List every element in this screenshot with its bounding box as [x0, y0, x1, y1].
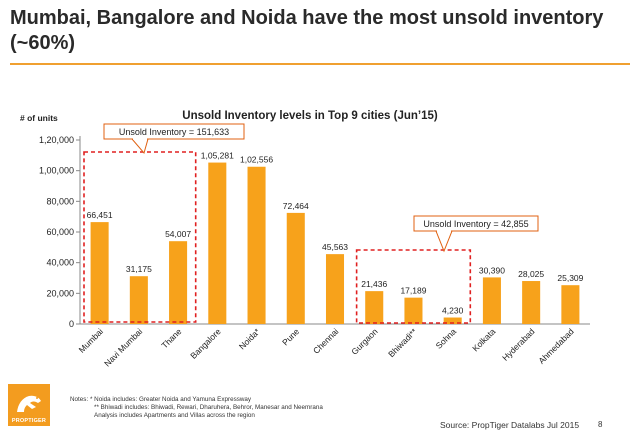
bars-group: 66,451 Mumbai 31,175 Navi Mumbai 54,007 Thane…	[77, 151, 584, 369]
x-tick-label: Navi Mumbai	[102, 326, 144, 368]
y-tick-label: 80,000	[46, 196, 74, 206]
x-tick-label: Sohna	[434, 326, 459, 351]
bar	[522, 281, 541, 324]
annotations-group: Unsold Inventory = 151,633 Unsold Invento…	[83, 123, 539, 324]
logo-text: PROPTIGER	[11, 418, 47, 424]
bar	[90, 222, 109, 324]
chart-axes: 0 20,000 40,000 60,000 80,000 1,00,000 1,20,00…	[39, 135, 590, 329]
x-tick-label: Bangalore	[188, 326, 223, 361]
bar-value-label: 4,230	[442, 306, 464, 316]
bar	[129, 276, 148, 324]
callout-pointer-mumbai-region	[130, 138, 149, 155]
x-tick-label: Kolkata	[470, 326, 497, 353]
bar	[404, 297, 423, 324]
bar-value-label: 1,02,556	[240, 155, 273, 165]
callout-text-mumbai-region: Unsold Inventory = 151,633	[119, 127, 229, 137]
bar	[208, 162, 227, 324]
x-tick-label: Noida*	[237, 326, 263, 352]
callout-text-ncr-region: Unsold Inventory = 42,855	[423, 219, 528, 229]
bar-value-label: 31,175	[126, 264, 152, 274]
title-underline	[10, 63, 630, 65]
y-axis-label: # of units	[20, 113, 58, 123]
y-tick-label: 1,20,000	[39, 135, 74, 145]
bar-value-label: 17,189	[400, 286, 426, 296]
x-tick-label: Mumbai	[77, 326, 106, 355]
tiger-icon	[17, 395, 41, 412]
bar	[561, 285, 580, 324]
y-tick-label: 40,000	[46, 258, 74, 268]
bar-value-label: 30,390	[479, 265, 505, 275]
bar	[443, 317, 462, 324]
proptiger-logo: PROPTIGER	[8, 384, 50, 426]
callout-pointer-ncr-region	[435, 230, 453, 253]
x-tick-label: Bhiwadi**	[386, 326, 419, 359]
y-tick-label: 0	[69, 319, 74, 329]
bar-value-label: 1,05,281	[201, 151, 234, 161]
y-tick-label: 60,000	[46, 227, 74, 237]
x-tick-label: Hyderabad	[500, 326, 537, 363]
callout-box-ncr-region	[413, 215, 539, 232]
chart-title: Unsold Inventory levels in Top 9 cities …	[182, 110, 438, 122]
footnotes: Notes: * Noida includes: Greater Noida a…	[70, 396, 470, 420]
bar	[286, 212, 305, 324]
bar	[169, 241, 188, 324]
bar	[247, 166, 266, 324]
bar	[482, 277, 501, 324]
bar-value-label: 66,451	[87, 210, 113, 220]
x-tick-label: Pune	[280, 326, 301, 347]
callout-box-mumbai-region	[103, 123, 245, 140]
bar	[325, 254, 345, 324]
slide-title: Mumbai, Bangalore and Noida have the mos…	[10, 7, 604, 54]
footnote-analysis: Analysis includes Apartments and Villas …	[94, 412, 255, 419]
bar-value-label: 45,563	[322, 242, 348, 252]
source-note: Source: PropTiger Datalabs Jul 2015	[440, 420, 580, 430]
highlight-box-mumbai-region	[83, 151, 197, 323]
x-tick-label: Ahmedabad	[536, 326, 576, 366]
bar-value-label: 54,007	[165, 229, 191, 239]
y-tick-label: 20,000	[46, 288, 74, 298]
highlight-box-ncr-region	[355, 249, 472, 324]
bar	[365, 291, 384, 324]
x-tick-label: Thane	[159, 326, 183, 350]
footnote-bhiwadi: ** Bhiwadi includes: Bhiwadi, Rewari, Dh…	[94, 404, 323, 411]
bar-value-label: 28,025	[518, 269, 544, 279]
bar-value-label: 25,309	[557, 273, 583, 283]
y-tick-label: 1,00,000	[39, 166, 74, 176]
x-tick-label: Chennai	[311, 326, 341, 356]
bar-value-label: 72,464	[283, 201, 309, 211]
bar-chart: Unsold Inventory levels in Top 9 cities …	[20, 110, 590, 369]
footnote-noida: Notes: * Noida includes: Greater Noida a…	[70, 396, 252, 403]
bar-value-label: 21,436	[361, 279, 387, 289]
page-number: 8	[598, 420, 603, 429]
x-tick-label: Gurgaon	[349, 326, 380, 357]
